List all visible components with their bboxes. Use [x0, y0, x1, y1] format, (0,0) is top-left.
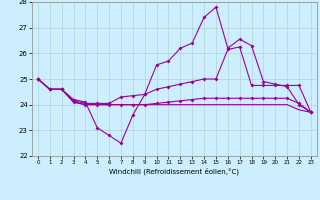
- X-axis label: Windchill (Refroidissement éolien,°C): Windchill (Refroidissement éolien,°C): [109, 168, 239, 175]
